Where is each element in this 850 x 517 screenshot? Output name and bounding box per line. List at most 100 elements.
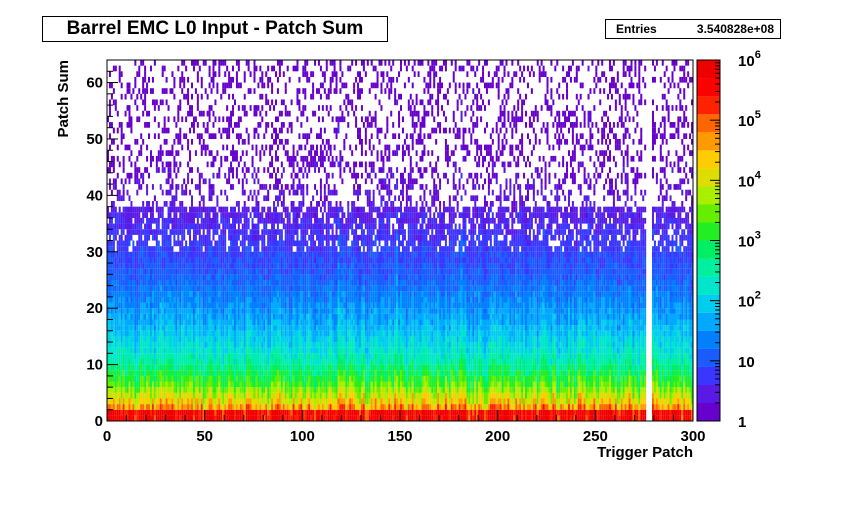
heatmap-cell xyxy=(107,223,109,230)
heatmap-cell xyxy=(321,302,324,309)
heatmap-cell xyxy=(157,206,160,213)
heatmap-cell xyxy=(255,206,258,213)
heatmap-cell xyxy=(128,263,131,269)
heatmap-cell xyxy=(202,342,205,348)
heatmap-cell xyxy=(288,274,291,281)
heatmap-cell xyxy=(194,206,197,213)
heatmap-cell xyxy=(319,144,322,151)
heatmap-cell xyxy=(251,330,254,337)
heatmap-cell xyxy=(142,296,145,303)
heatmap-cell xyxy=(290,296,293,303)
heatmap-cell xyxy=(128,358,131,365)
heatmap-cell xyxy=(273,206,276,213)
heatmap-cell xyxy=(316,409,319,416)
heatmap-cell xyxy=(169,172,172,179)
heatmap-cell xyxy=(251,392,254,399)
heatmap-cell xyxy=(173,76,176,83)
heatmap-cell xyxy=(321,336,324,343)
heatmap-cell xyxy=(181,60,184,66)
heatmap-cell xyxy=(226,392,229,399)
heatmap-cell xyxy=(263,347,266,354)
heatmap-cell xyxy=(179,138,182,145)
heatmap-cell xyxy=(126,122,129,128)
heatmap-cell xyxy=(126,375,129,382)
heatmap-cell xyxy=(175,325,178,331)
heatmap-cell xyxy=(282,342,285,348)
heatmap-cell xyxy=(296,93,299,100)
heatmap-cell xyxy=(183,370,186,376)
heatmap-cell xyxy=(304,398,307,405)
heatmap-cell xyxy=(245,398,248,405)
heatmap-cell xyxy=(267,268,270,275)
heatmap-cell xyxy=(265,251,268,258)
heatmap-cell xyxy=(316,274,319,281)
heatmap-cell xyxy=(241,336,244,343)
heatmap-cell xyxy=(136,308,139,314)
heatmap-cell xyxy=(286,308,289,314)
heatmap-cell xyxy=(134,370,137,376)
heatmap-cell xyxy=(212,358,215,365)
heatmap-cell xyxy=(263,195,266,202)
heatmap-cell xyxy=(206,279,209,286)
heatmap-cell xyxy=(312,82,315,89)
heatmap-cell xyxy=(114,387,117,393)
heatmap-cell xyxy=(263,325,266,331)
heatmap-cell xyxy=(146,409,149,416)
heatmap-cell xyxy=(198,133,201,140)
heatmap-cell xyxy=(165,347,168,354)
heatmap-cell xyxy=(171,353,174,359)
heatmap-cell xyxy=(276,308,279,314)
heatmap-cell xyxy=(249,364,252,371)
heatmap-cell xyxy=(122,313,125,320)
heatmap-cell xyxy=(224,375,227,382)
heatmap-cell xyxy=(257,296,260,303)
heatmap-cell xyxy=(212,133,215,140)
heatmap-cell xyxy=(155,387,158,393)
heatmap-cell xyxy=(210,415,213,422)
heatmap-cell xyxy=(243,268,246,275)
heatmap-cell xyxy=(251,398,254,405)
heatmap-cell xyxy=(198,212,201,218)
heatmap-cell xyxy=(222,274,225,281)
heatmap-cell xyxy=(312,285,315,292)
heatmap-cell xyxy=(192,274,195,281)
heatmap-cell xyxy=(237,217,240,224)
heatmap-cell xyxy=(161,71,164,77)
heatmap-cell xyxy=(308,279,311,286)
heatmap-cell xyxy=(142,110,145,117)
heatmap-cell xyxy=(255,172,258,179)
heatmap-cell xyxy=(200,234,203,241)
heatmap-cell xyxy=(153,251,156,258)
heatmap-cell xyxy=(136,274,139,281)
heatmap-cell xyxy=(292,325,295,331)
heatmap-cell xyxy=(214,246,217,252)
heatmap-cell xyxy=(130,342,133,348)
heatmap-cell xyxy=(257,229,260,235)
heatmap-cell xyxy=(204,240,207,247)
heatmap-cell xyxy=(282,308,285,314)
heatmap-cell xyxy=(273,251,276,258)
heatmap-cell xyxy=(314,313,317,320)
heatmap-cell xyxy=(177,150,180,156)
heatmap-cell xyxy=(202,381,205,388)
heatmap-cell xyxy=(118,330,121,337)
heatmap-cell xyxy=(208,279,211,286)
heatmap-cell xyxy=(212,296,215,303)
heatmap-cell xyxy=(216,364,219,371)
heatmap-cell xyxy=(300,381,303,388)
heatmap-cell xyxy=(151,229,154,235)
heatmap-cell xyxy=(312,415,315,422)
heatmap-cell xyxy=(138,342,141,348)
heatmap-cell xyxy=(319,229,322,235)
heatmap-cell xyxy=(198,325,201,331)
heatmap-cell xyxy=(312,296,315,303)
heatmap-cell xyxy=(296,116,299,123)
heatmap-cell xyxy=(298,274,301,281)
heatmap-cell xyxy=(120,364,123,371)
heatmap-cell xyxy=(110,392,113,399)
heatmap-cell xyxy=(212,398,215,405)
heatmap-cell xyxy=(189,358,192,365)
heatmap-cell xyxy=(163,336,166,343)
heatmap-cell xyxy=(265,285,268,292)
heatmap-cell xyxy=(198,330,201,337)
